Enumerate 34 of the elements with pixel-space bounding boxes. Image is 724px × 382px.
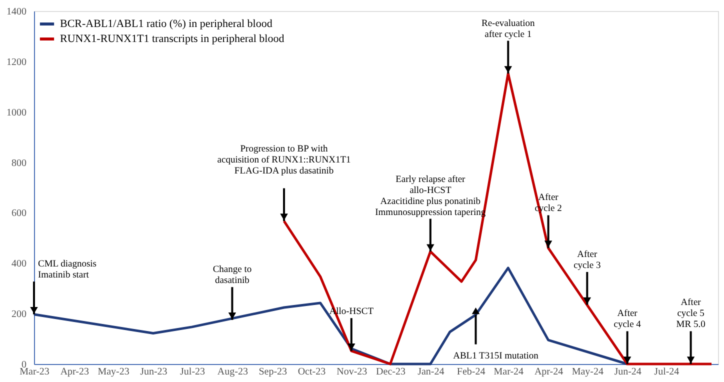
x-tick-label: Apr-24 [534, 366, 564, 378]
x-tick-label: Feb-24 [456, 366, 486, 378]
x-tick-label: Jun-24 [614, 366, 642, 378]
y-tick-label: 1200 [6, 56, 26, 68]
x-tick-label: Jul-23 [180, 366, 206, 378]
y-tick-label: 1400 [6, 6, 26, 18]
y-tick-label: 200 [12, 309, 26, 320]
y-tick-label: 1000 [6, 107, 26, 118]
annotation: Progression to BP with acquisition of RUNX1::RUNX1T1 FLAG-IDA plus dasatinib [217, 144, 352, 176]
legend-label: BCR-ABL1/ABL1 ratio (%) in peripheral blood [60, 18, 273, 30]
annotation: After cycle 3 [574, 250, 601, 271]
x-tick-label: Mar-24 [494, 366, 524, 378]
x-tick-label: Jun-23 [140, 366, 168, 378]
legend-label: RUNX1-RUNX1T1 transcripts in peripheral blood [60, 33, 285, 45]
x-tick-label: Mar-23 [20, 366, 50, 378]
annotation: After cycle 4 [614, 309, 642, 330]
x-tick-label: Aug-23 [217, 366, 248, 378]
annotation: After cycle 5 MR 5.0 [676, 298, 706, 330]
y-tick-label: 400 [12, 258, 26, 270]
x-tick-label: May-23 [98, 366, 130, 378]
annotation: CML diagnosis Imatinib start [38, 260, 97, 281]
x-tick-label: Oct-23 [298, 366, 326, 378]
x-tick-label: May-24 [572, 366, 604, 378]
annotation: Re-evaluation after cycle 1 [481, 18, 536, 40]
x-tick-label: Dec-23 [376, 366, 406, 378]
x-tick-label: Jul-24 [654, 366, 680, 378]
annotation: Change to dasatinib [212, 265, 252, 286]
y-tick-label: 800 [12, 158, 26, 169]
x-tick-label: Sep-23 [258, 366, 288, 378]
annotation: ABL1 T315I mutation [453, 352, 539, 362]
y-tick-label: 600 [12, 208, 26, 220]
x-tick-label: Jan-24 [418, 366, 444, 378]
x-tick-label: Nov-23 [336, 366, 368, 378]
x-tick-label: Apr-23 [60, 366, 90, 378]
